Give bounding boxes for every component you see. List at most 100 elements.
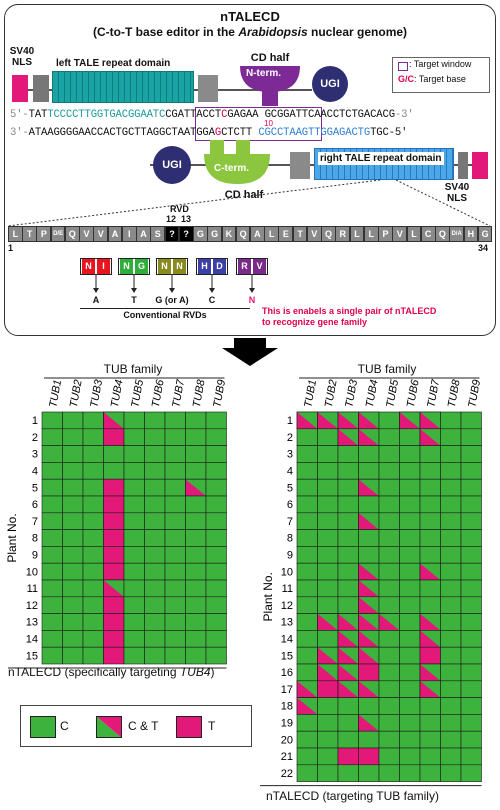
cell-c (296, 646, 318, 665)
cell-c (460, 764, 482, 782)
cell-c (205, 562, 227, 581)
plant-row-label: 7 (287, 516, 293, 528)
cell-c (378, 512, 400, 530)
cell-c (317, 478, 339, 497)
cell-c (378, 747, 400, 766)
cell-c (164, 495, 186, 514)
plant-row-label: 6 (287, 499, 293, 511)
rvd-arrow-head (209, 288, 215, 293)
cell-c (82, 478, 104, 497)
cell-c (460, 747, 482, 766)
linker-box-right (290, 152, 310, 179)
repeat-residue: Q (235, 226, 251, 242)
cell-c (144, 579, 166, 598)
target-window-swatch (398, 62, 408, 71)
cell-c (440, 714, 462, 732)
rvd-pos-13: 13 (181, 214, 192, 224)
cell-c (144, 495, 166, 514)
plant-axis-label: Plant No. (5, 513, 19, 562)
plant-row-label: 12 (281, 600, 293, 612)
cell-t (103, 428, 125, 446)
plant-row-label: 15 (26, 650, 38, 662)
cell-c (399, 714, 421, 732)
gene-column-header: TUB2 (323, 379, 340, 409)
cell-c (460, 529, 482, 547)
cell-c (185, 529, 207, 547)
cell-c (440, 646, 462, 665)
plant-row-label: 3 (32, 449, 38, 461)
plant-row-label: 16 (281, 667, 293, 679)
cell-c (337, 596, 359, 614)
cell-t-triangle (420, 630, 441, 648)
cell-c (144, 646, 166, 665)
cell-c (41, 546, 63, 564)
nls-box-right (472, 152, 488, 179)
cell-c (419, 764, 441, 782)
plant-row-label: 6 (32, 499, 38, 511)
repeat-residue: A (107, 226, 123, 242)
cell-c (317, 562, 339, 581)
cell-c (440, 747, 462, 766)
cell-c (123, 613, 145, 631)
cell-c (378, 411, 400, 430)
cell-t-triangle (338, 630, 359, 648)
legend-ct-label: C & T (128, 719, 159, 733)
cell-c (123, 462, 145, 480)
gene-column-header: TUB1 (302, 379, 319, 409)
cell-t-triangle (103, 412, 124, 429)
plant-row-label: 4 (287, 465, 293, 477)
cell-c (123, 529, 145, 547)
cell-c (41, 646, 63, 665)
zoom-lines (7, 179, 491, 227)
cell-t-triangle (338, 412, 359, 429)
cell-c (317, 546, 339, 564)
cell-t-triangle (358, 512, 379, 530)
cell-c (185, 646, 207, 665)
gene-column-header: TUB4 (109, 379, 126, 409)
cell-c (460, 613, 482, 631)
cell-c (337, 512, 359, 530)
cell-c (358, 445, 380, 463)
repeat-residue: E (278, 226, 294, 242)
rvd-label: RVD (170, 204, 189, 214)
cell-c (337, 764, 359, 782)
cell-c (62, 546, 84, 564)
left-tale-label: left TALE repeat domain (56, 58, 171, 69)
cell-c (460, 512, 482, 530)
cell-c (41, 630, 63, 648)
repeat-residue: L (264, 226, 279, 242)
cell-c (123, 646, 145, 665)
cell-c (205, 428, 227, 446)
cell-t (337, 747, 359, 766)
cell-c (317, 714, 339, 732)
cell-c (62, 562, 84, 581)
cell-c-triangle (358, 479, 379, 496)
plant-row-label: 22 (281, 768, 293, 780)
cell-c (185, 613, 207, 631)
cell-c (378, 630, 400, 648)
cell-c-triangle (358, 512, 379, 530)
cell-c (378, 546, 400, 564)
cell-c (419, 546, 441, 564)
cell-c (337, 445, 359, 463)
cell-c (144, 428, 166, 446)
cell-c (296, 512, 318, 530)
plant-row-label: 10 (26, 566, 38, 578)
cell-c (164, 445, 186, 463)
cell-c (440, 596, 462, 614)
gene-column-header: TUB8 (191, 378, 208, 409)
cell-c (205, 646, 227, 665)
plant-row-label: 11 (27, 583, 38, 595)
cd-c-term-shape (204, 140, 270, 184)
cell-c (460, 546, 482, 564)
cell-c (62, 495, 84, 514)
cell-c (378, 529, 400, 547)
cell-t-triangle (358, 680, 379, 698)
gene-column-header: TUB9 (466, 379, 483, 409)
plant-row-label: 5 (287, 482, 293, 494)
cell-c (460, 428, 482, 446)
cell-c (296, 579, 318, 598)
